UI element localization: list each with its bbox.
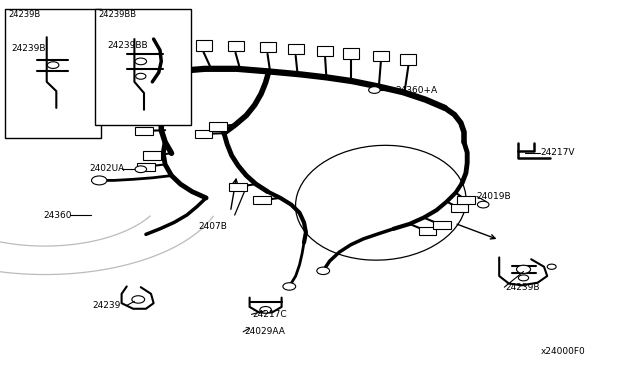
Circle shape bbox=[369, 87, 380, 93]
FancyBboxPatch shape bbox=[95, 9, 191, 125]
Bar bbox=[143, 151, 161, 160]
Bar bbox=[343, 48, 359, 59]
Text: 24239: 24239 bbox=[93, 301, 121, 310]
Text: 24239B: 24239B bbox=[8, 10, 40, 19]
Bar bbox=[451, 204, 468, 212]
Bar bbox=[419, 227, 436, 235]
Circle shape bbox=[136, 73, 146, 79]
Bar bbox=[433, 221, 451, 229]
Circle shape bbox=[135, 166, 147, 173]
Text: 24029AA: 24029AA bbox=[244, 327, 285, 336]
Bar bbox=[228, 41, 243, 51]
Circle shape bbox=[132, 296, 145, 303]
Circle shape bbox=[47, 62, 59, 68]
Bar bbox=[260, 42, 275, 52]
Circle shape bbox=[518, 275, 529, 281]
Circle shape bbox=[92, 176, 107, 185]
Text: 24239BB: 24239BB bbox=[98, 10, 136, 19]
FancyBboxPatch shape bbox=[5, 9, 101, 138]
Bar bbox=[196, 40, 211, 51]
Circle shape bbox=[317, 267, 330, 275]
Text: 24019B: 24019B bbox=[477, 192, 511, 201]
Bar bbox=[137, 163, 155, 171]
Circle shape bbox=[547, 264, 556, 269]
Bar bbox=[135, 127, 153, 135]
Text: 24360: 24360 bbox=[44, 211, 72, 219]
Bar bbox=[209, 122, 227, 131]
Circle shape bbox=[260, 307, 271, 313]
Circle shape bbox=[477, 201, 489, 208]
Bar bbox=[288, 44, 304, 54]
Bar bbox=[166, 39, 182, 50]
Bar bbox=[195, 130, 212, 138]
Bar bbox=[253, 196, 271, 204]
Text: 24217V: 24217V bbox=[541, 148, 575, 157]
Text: 24239B: 24239B bbox=[12, 44, 46, 53]
Bar bbox=[317, 46, 333, 56]
Text: 2407B: 2407B bbox=[198, 222, 227, 231]
Circle shape bbox=[283, 283, 296, 290]
Bar bbox=[457, 196, 475, 204]
Text: 24239BB: 24239BB bbox=[108, 41, 148, 50]
Text: x24000F0: x24000F0 bbox=[541, 347, 586, 356]
Bar bbox=[131, 114, 148, 122]
Circle shape bbox=[516, 265, 531, 273]
Circle shape bbox=[135, 58, 147, 65]
Bar bbox=[229, 183, 247, 191]
Text: 24360+A: 24360+A bbox=[396, 86, 438, 94]
Bar bbox=[401, 54, 417, 65]
Text: 24217C: 24217C bbox=[253, 310, 287, 319]
Text: 24239B: 24239B bbox=[506, 283, 540, 292]
Text: 2402UA: 2402UA bbox=[90, 164, 125, 173]
Bar bbox=[372, 51, 389, 61]
